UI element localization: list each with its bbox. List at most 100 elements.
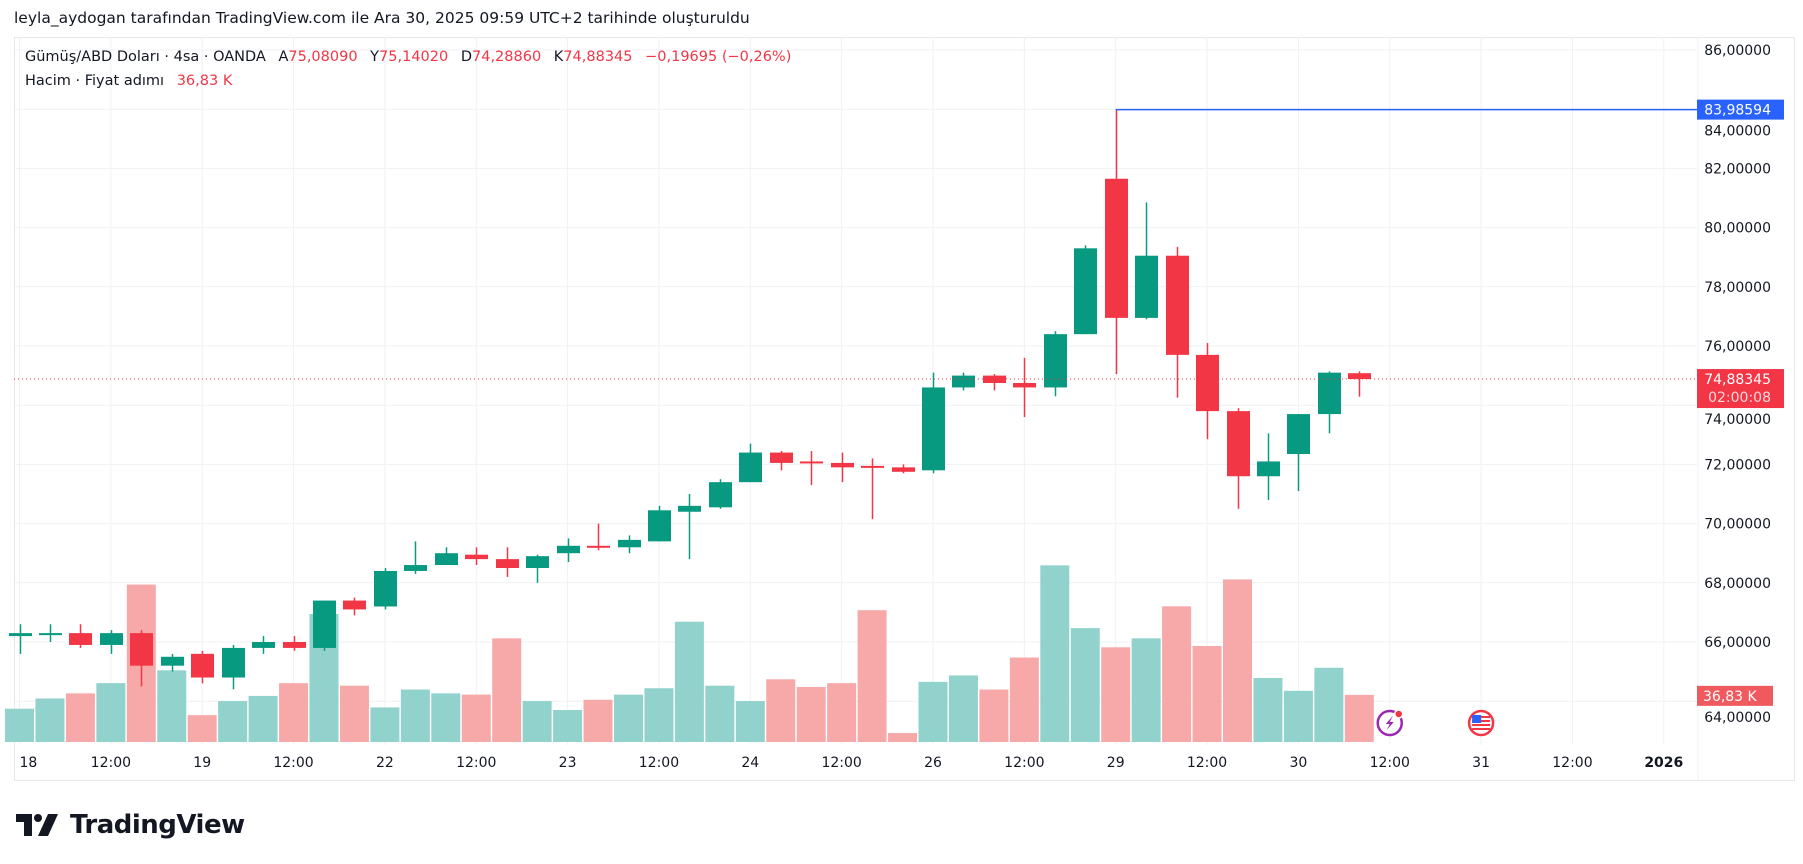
volume-bar	[674, 621, 704, 742]
candle-body	[1074, 248, 1097, 335]
candle-body	[1257, 461, 1280, 477]
price-tick-label: 80,00000	[1704, 221, 1771, 237]
time-tick-label: 12:00	[273, 755, 313, 771]
volume-bar	[431, 693, 461, 742]
volume-bar	[65, 693, 95, 742]
volume-bar	[1223, 579, 1252, 742]
candle-body	[1348, 373, 1371, 380]
candles	[9, 109, 1371, 690]
candle-body	[526, 556, 549, 568]
volume-bar	[1040, 565, 1070, 742]
time-axis: 18 12:00 19 12:00 22 12:00 23 12:00 24 12:00 26 12:…	[20, 755, 1684, 771]
volume-bar	[644, 688, 674, 742]
candle-body	[222, 647, 245, 678]
time-tick-label: 12:00	[639, 755, 679, 771]
volume-value: 36,83 K	[176, 73, 233, 89]
grid	[14, 37, 1699, 780]
volume-bar	[1253, 678, 1283, 742]
candle-body	[861, 465, 884, 468]
chart-frame	[14, 37, 1795, 781]
candle-body	[130, 633, 153, 666]
last-price-text: 74,88345	[1704, 372, 1771, 388]
last-price-marker	[1697, 369, 1784, 409]
volume-marker	[1697, 685, 1773, 706]
tradingview-logo-text: TradingView	[70, 810, 245, 840]
symbol-title[interactable]: Gümüş/ABD Doları · 4sa · OANDA	[25, 49, 266, 65]
price-tick-label: 84,00000	[1704, 124, 1771, 140]
candle-body	[435, 553, 458, 566]
bar-countdown-text: 02:00:08	[1708, 390, 1771, 406]
volume-bar	[1131, 638, 1161, 742]
volume-bar	[35, 698, 65, 742]
event-icons	[1376, 709, 1495, 737]
candle-body	[313, 600, 336, 648]
candle-body	[678, 505, 701, 512]
volume-bar	[796, 686, 826, 742]
price-lines	[14, 108, 1697, 380]
volume-bar	[522, 701, 552, 742]
chart-credit: leyla_aydogan tarafından TradingView.com…	[14, 9, 750, 27]
candle-body	[283, 642, 306, 648]
candle-body	[1196, 354, 1219, 412]
candle-body	[39, 633, 62, 636]
volume-bars	[5, 565, 1374, 742]
volume-bar	[248, 695, 278, 742]
price-tick-label: 70,00000	[1704, 517, 1771, 533]
high-price-marker-text: 83,98594	[1704, 103, 1771, 119]
volume-bar	[705, 685, 735, 742]
high-value: 75,14020	[379, 49, 449, 65]
candle-body	[618, 539, 641, 548]
change-value: −0,19695 (−0,26%)	[645, 49, 792, 65]
volume-bar	[918, 681, 948, 742]
price-tick-label: 74,00000	[1704, 412, 1771, 428]
low-value: 74,28860	[472, 49, 542, 65]
volume-title[interactable]: Hacim · Fiyat adımı	[25, 73, 165, 89]
volume-bar	[400, 689, 430, 742]
candle-body	[709, 482, 732, 508]
volume-bar	[339, 685, 369, 742]
candle-body	[1166, 255, 1189, 355]
candle-body	[404, 565, 427, 571]
volume-bar	[614, 694, 643, 742]
volume-bar	[857, 610, 887, 742]
candle-body	[100, 633, 123, 645]
candle-body	[465, 554, 488, 560]
candle-body	[557, 545, 580, 554]
tradingview-logo[interactable]: TradingView	[16, 810, 245, 840]
volume-bar	[1344, 694, 1374, 742]
volume-bar	[461, 694, 491, 742]
candle-body	[800, 461, 823, 464]
price-tick-label: 72,00000	[1704, 457, 1771, 473]
time-tick-label: 19	[193, 755, 211, 771]
time-tick-label: 29	[1107, 755, 1125, 771]
tradingview-logo-icon	[16, 814, 58, 836]
close-value: 74,88345	[563, 49, 633, 65]
us-flag-icon[interactable]	[1467, 709, 1495, 737]
volume-bar	[1070, 628, 1100, 742]
time-tick-label: 24	[741, 755, 759, 771]
volume-marker-text: 36,83 K	[1703, 689, 1758, 705]
candle-body	[648, 510, 671, 542]
price-tick-label: 66,00000	[1704, 635, 1771, 651]
close-label: K	[553, 49, 564, 65]
low-label: D	[460, 49, 472, 65]
high-price-marker	[1697, 99, 1784, 120]
price-tick-label: 68,00000	[1704, 576, 1771, 592]
open-value: 75,08090	[288, 49, 358, 65]
time-tick-label: 12:00	[1552, 755, 1592, 771]
candle-body	[952, 375, 975, 388]
candle-body	[739, 452, 762, 483]
candle-body	[69, 633, 92, 645]
volume-bar	[888, 733, 918, 742]
time-tick-label: 18	[20, 755, 38, 771]
lightning-icon[interactable]	[1376, 709, 1404, 737]
time-tick-label: 12:00	[821, 755, 861, 771]
legend-volume: Hacim · Fiyat adımı 36,83 K	[25, 73, 232, 89]
candle-body	[1135, 255, 1158, 318]
price-axis: 86,00000 84,00000 82,00000 80,00000 78,00000…	[1697, 43, 1784, 726]
volume-bar	[979, 689, 1009, 742]
candle-body	[374, 570, 397, 607]
candle-body	[343, 600, 366, 610]
candle-body	[1044, 334, 1067, 388]
